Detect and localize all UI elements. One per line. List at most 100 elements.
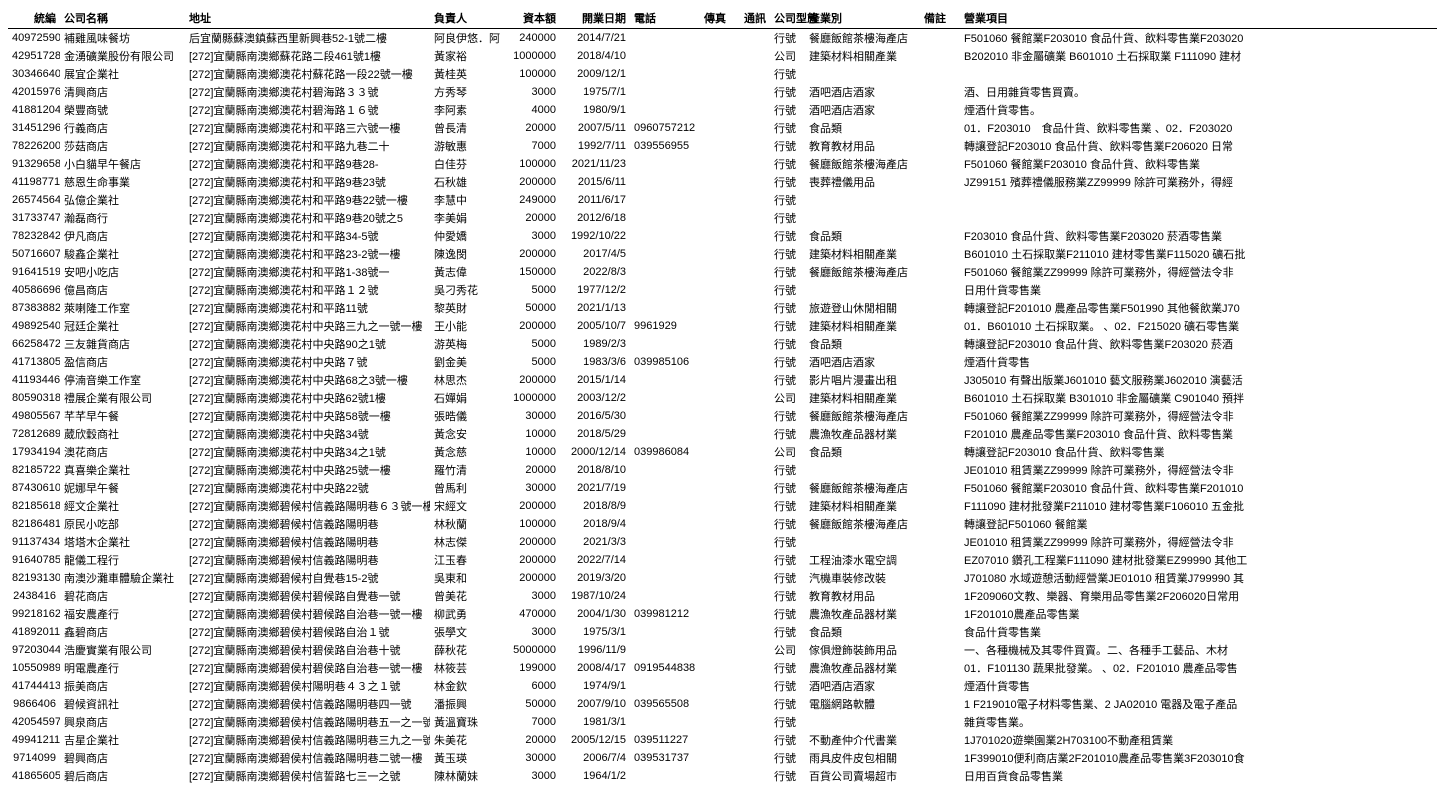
- cell-date: 1975/3/1: [560, 623, 630, 641]
- cell-name: 三友雜貨商店: [60, 335, 185, 353]
- cell-business: F501060 餐館業ZZ99999 除許可業務外，得經營法令非: [960, 407, 1437, 425]
- cell-remark: [920, 767, 960, 785]
- cell-industry: 酒吧酒店酒家: [805, 353, 920, 371]
- cell-phone: [630, 587, 700, 605]
- cell-id: 42015976: [8, 83, 60, 101]
- cell-phone: [630, 389, 700, 407]
- cell-addr: [272]宜蘭縣南澳鄉澳花村中央路90之1號: [185, 335, 430, 353]
- cell-capital: 10000: [500, 425, 560, 443]
- cell-industry: 傢俱燈飾裝飾用品: [805, 641, 920, 659]
- cell-name: 莎菇商店: [60, 137, 185, 155]
- cell-person: 林志傑: [430, 533, 500, 551]
- cell-remark: [920, 389, 960, 407]
- cell-id: 80590318: [8, 389, 60, 407]
- cell-person: 林金欽: [430, 677, 500, 695]
- cell-date: 2015/6/11: [560, 173, 630, 191]
- cell-fax: [700, 101, 740, 119]
- cell-cotype: 公司: [770, 641, 805, 659]
- cell-cotype: 行號: [770, 29, 805, 48]
- cell-capital: 200000: [500, 497, 560, 515]
- cell-comm: [740, 371, 770, 389]
- col-header-person: 負責人: [430, 8, 500, 29]
- cell-person: 李美娟: [430, 209, 500, 227]
- cell-industry: 酒吧酒店酒家: [805, 101, 920, 119]
- cell-date: 1992/7/11: [560, 137, 630, 155]
- cell-date: 2018/5/29: [560, 425, 630, 443]
- cell-capital: 100000: [500, 65, 560, 83]
- cell-fax: [700, 317, 740, 335]
- table-row: 41881204榮豐商號[272]宜蘭縣南澳鄉澳花村碧海路１６號李阿素40001…: [8, 101, 1437, 119]
- cell-cotype: 行號: [770, 659, 805, 677]
- cell-fax: [700, 245, 740, 263]
- cell-person: 朱美花: [430, 731, 500, 749]
- cell-person: 羅竹清: [430, 461, 500, 479]
- cell-id: 41744413: [8, 677, 60, 695]
- cell-capital: 3000: [500, 587, 560, 605]
- cell-comm: [740, 101, 770, 119]
- cell-person: 黃念慈: [430, 443, 500, 461]
- cell-capital: 6000: [500, 677, 560, 695]
- col-header-name: 公司名稱: [60, 8, 185, 29]
- cell-fax: [700, 281, 740, 299]
- cell-remark: [920, 155, 960, 173]
- cell-phone: [630, 65, 700, 83]
- col-header-industry: 產業別: [805, 8, 920, 29]
- cell-person: 黃溫寶珠: [430, 713, 500, 731]
- cell-remark: [920, 515, 960, 533]
- cell-cotype: 行號: [770, 695, 805, 713]
- cell-name: 振美商店: [60, 677, 185, 695]
- cell-capital: 20000: [500, 731, 560, 749]
- cell-capital: 20000: [500, 209, 560, 227]
- cell-capital: 199000: [500, 659, 560, 677]
- cell-fax: [700, 155, 740, 173]
- cell-remark: [920, 749, 960, 767]
- cell-fax: [700, 677, 740, 695]
- table-row: 49805567芊芊早午餐[272]宜蘭縣南澳鄉澳花村中央路58號一樓張晧儀30…: [8, 407, 1437, 425]
- cell-capital: 249000: [500, 191, 560, 209]
- cell-date: 1987/10/24: [560, 587, 630, 605]
- cell-id: 82186481: [8, 515, 60, 533]
- cell-capital: 1000000: [500, 389, 560, 407]
- cell-comm: [740, 605, 770, 623]
- cell-cotype: 行號: [770, 677, 805, 695]
- cell-fax: [700, 713, 740, 731]
- cell-industry: 餐廳飯館茶樓海產店: [805, 479, 920, 497]
- cell-date: 2004/1/30: [560, 605, 630, 623]
- cell-remark: [920, 137, 960, 155]
- cell-capital: 7000: [500, 713, 560, 731]
- cell-comm: [740, 389, 770, 407]
- cell-fax: [700, 47, 740, 65]
- cell-addr: [272]宜蘭縣南澳鄉碧侯村碧候路自治１號: [185, 623, 430, 641]
- cell-phone: [630, 407, 700, 425]
- cell-cotype: 行號: [770, 281, 805, 299]
- cell-comm: [740, 641, 770, 659]
- cell-cotype: 行號: [770, 731, 805, 749]
- cell-cotype: 行號: [770, 479, 805, 497]
- cell-phone: [630, 101, 700, 119]
- cell-addr: [272]宜蘭縣南澳鄉碧侯村碧候路自覺巷一號: [185, 587, 430, 605]
- cell-remark: [920, 479, 960, 497]
- cell-cotype: 行號: [770, 515, 805, 533]
- cell-comm: [740, 533, 770, 551]
- cell-id: 66258472: [8, 335, 60, 353]
- cell-remark: [920, 695, 960, 713]
- cell-phone: [630, 83, 700, 101]
- cell-cotype: 公司: [770, 443, 805, 461]
- cell-cotype: 行號: [770, 749, 805, 767]
- cell-name: 行義商店: [60, 119, 185, 137]
- cell-person: 石嬋娟: [430, 389, 500, 407]
- cell-capital: 7000: [500, 137, 560, 155]
- cell-name: 真喜樂企業社: [60, 461, 185, 479]
- table-row: 49892540冠廷企業社[272]宜蘭縣南澳鄉澳花村中央路三九之一號一樓王小能…: [8, 317, 1437, 335]
- cell-fax: [700, 29, 740, 48]
- cell-id: 40972590: [8, 29, 60, 48]
- cell-date: 2008/4/17: [560, 659, 630, 677]
- cell-id: 91640785: [8, 551, 60, 569]
- cell-name: 清興商店: [60, 83, 185, 101]
- col-header-capital: 資本額: [500, 8, 560, 29]
- cell-addr: [272]宜蘭縣南澳鄉碧侯村信義路陽明巷二號一樓: [185, 749, 430, 767]
- cell-comm: [740, 317, 770, 335]
- cell-id: 31733747: [8, 209, 60, 227]
- cell-fax: [700, 587, 740, 605]
- cell-addr: [272]宜蘭縣南澳鄉碧侯村碧候路自治巷一號一樓: [185, 605, 430, 623]
